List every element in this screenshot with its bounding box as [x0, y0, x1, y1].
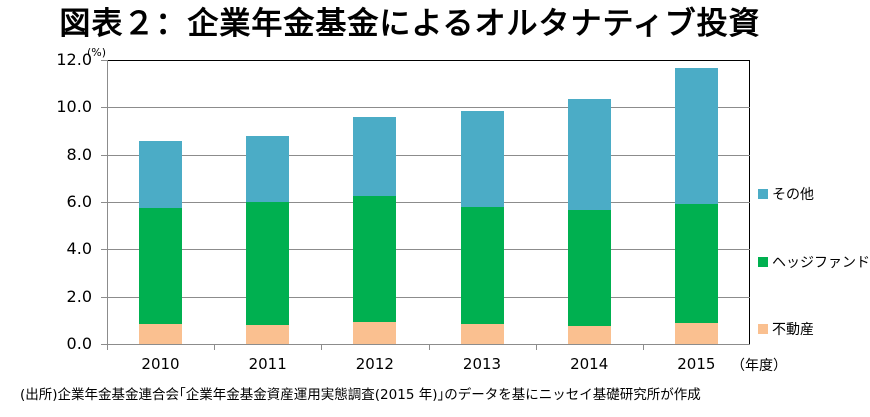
bar-2012	[353, 116, 397, 344]
bar-segment	[674, 204, 718, 323]
gridline	[107, 107, 750, 109]
gridline	[107, 154, 750, 156]
x-tick-label: 2010	[141, 355, 180, 373]
legend-item: 不動産	[758, 319, 814, 339]
legend-swatch	[758, 189, 768, 199]
bar-segment	[567, 99, 611, 211]
x-tick-label: 2012	[355, 355, 394, 373]
bar-segment	[674, 322, 718, 344]
bar-segment	[139, 140, 183, 208]
bar-2013	[460, 110, 504, 344]
bar-segment	[353, 321, 397, 344]
legend-label: ヘッジファンド	[772, 255, 870, 271]
bar-2014	[567, 99, 611, 344]
legend-swatch	[758, 324, 768, 334]
bar-segment	[567, 326, 611, 344]
y-tick-label: 4.0	[66, 239, 92, 259]
bar-2015	[674, 68, 718, 344]
x-tick-label: 2014	[570, 355, 609, 373]
bar-segment	[246, 202, 290, 326]
legend-label: その他	[772, 187, 814, 203]
bar-segment	[139, 323, 183, 344]
chart-title: 図表２：企業年金基金によるオルタナティブ投資	[59, 6, 761, 42]
x-tick	[321, 344, 323, 350]
gridline	[107, 296, 750, 298]
y-tick	[101, 344, 107, 345]
y-tick	[101, 202, 107, 203]
bar-segment	[567, 210, 611, 327]
plot-area	[101, 60, 750, 350]
y-tick-label: 10.0	[56, 97, 92, 117]
bar-segment	[460, 110, 504, 207]
x-tick	[214, 344, 216, 350]
legend-item: その他	[758, 184, 814, 204]
gridline	[107, 202, 750, 203]
x-tick	[642, 344, 644, 350]
bar-segment	[353, 116, 397, 197]
y-tick-label: 2.0	[66, 286, 92, 306]
bar-segment	[460, 206, 504, 324]
legend-swatch	[758, 257, 768, 267]
gridline	[107, 249, 750, 251]
y-tick	[101, 154, 107, 156]
bar-2011	[246, 135, 290, 344]
y-tick	[101, 60, 107, 61]
y-axis-unit: (%)	[87, 46, 107, 59]
legend-label: 不動産	[772, 322, 814, 338]
plot-top-border	[107, 60, 750, 61]
x-tick-label: 2011	[248, 355, 287, 373]
legend-item: ヘッジファンド	[758, 252, 870, 272]
bar-segment	[139, 207, 183, 324]
x-tick	[107, 344, 108, 350]
y-tick-label: 12.0	[56, 50, 92, 69]
x-tick-label: 2013	[462, 355, 502, 373]
y-tick	[101, 249, 107, 251]
source-note: (出所)企業年金基金連合会｢企業年金基金資産運用実態調査(2015 年)｣のデー…	[20, 387, 701, 403]
bar-segment	[460, 323, 504, 344]
y-tick	[101, 296, 107, 298]
y-tick-label: 0.0	[66, 334, 92, 353]
bar-segment	[674, 68, 718, 205]
x-tick-label: 2015	[677, 355, 716, 373]
x-axis-unit: （年度）	[731, 358, 787, 374]
bar-2010	[139, 140, 183, 344]
y-tick	[101, 107, 107, 109]
bar-segment	[246, 135, 290, 203]
x-tick	[428, 344, 430, 350]
bar-segment	[246, 325, 290, 344]
y-tick-label: 8.0	[66, 144, 92, 164]
y-tick-label: 6.0	[66, 192, 92, 211]
bar-segment	[353, 196, 397, 322]
x-tick	[535, 344, 537, 350]
